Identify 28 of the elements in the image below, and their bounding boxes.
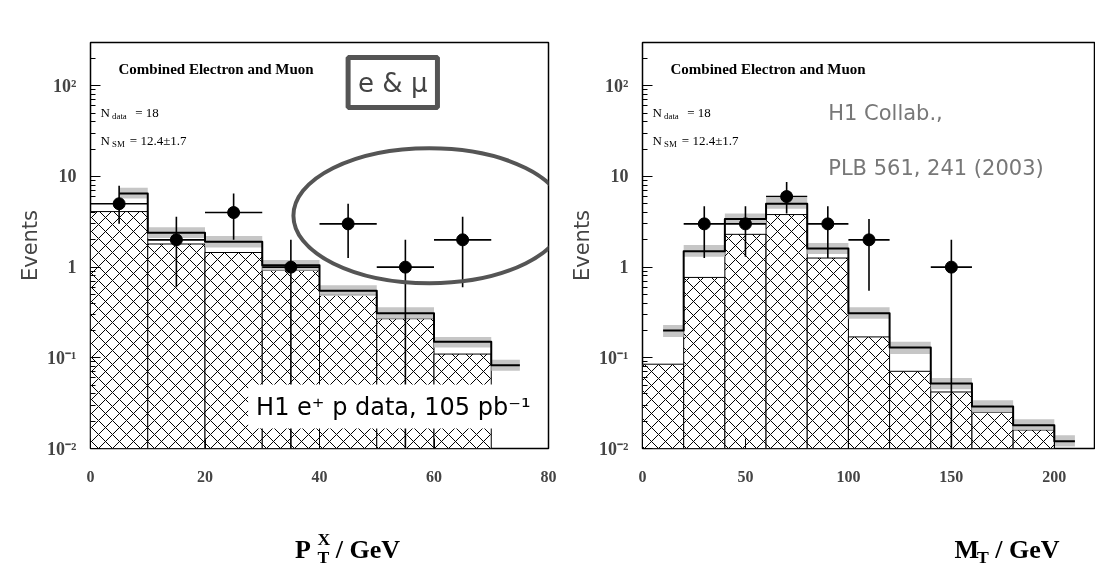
annotation: H1 e⁺ p data, 105 pb⁻¹ bbox=[256, 392, 531, 421]
y-tick-label: 1 bbox=[619, 257, 629, 278]
annotation: PLB 561, 241 (2003) bbox=[828, 155, 1044, 180]
y-tick-label: 1 bbox=[67, 257, 77, 278]
y-tick-label: 10² bbox=[605, 75, 629, 96]
x-tick-label: 80 bbox=[540, 467, 557, 485]
x-tick-label: 20 bbox=[197, 467, 213, 485]
x-tick-label: 0 bbox=[86, 467, 95, 485]
y-tick-label: 10⁻² bbox=[599, 438, 629, 459]
x-tick-label: 40 bbox=[311, 467, 328, 485]
y-tick-label: 10 bbox=[58, 166, 77, 187]
x-tick-label: 200 bbox=[1042, 467, 1067, 485]
x-tick-label: 100 bbox=[836, 467, 861, 485]
text: Combined Electron and Muon bbox=[118, 60, 315, 77]
annotation: e & μ bbox=[358, 67, 428, 98]
y-tick-label: 10⁻² bbox=[47, 438, 77, 459]
x-tick-label: 50 bbox=[737, 467, 754, 485]
y-tick-label: 10⁻¹ bbox=[47, 347, 77, 368]
y-tick-label: 10 bbox=[610, 166, 629, 187]
x-tick-label: 60 bbox=[426, 467, 442, 485]
y-axis-title: Events bbox=[18, 209, 43, 282]
x-tick-label: 0 bbox=[638, 467, 647, 485]
y-tick-label: 10⁻¹ bbox=[599, 347, 629, 368]
annotation: H1 Collab., bbox=[828, 100, 943, 125]
text: Combined Electron and Muon bbox=[670, 60, 867, 77]
y-axis-title: Events bbox=[570, 209, 595, 282]
y-tick-label: 10² bbox=[53, 75, 77, 96]
x-tick-label: 150 bbox=[939, 467, 964, 485]
